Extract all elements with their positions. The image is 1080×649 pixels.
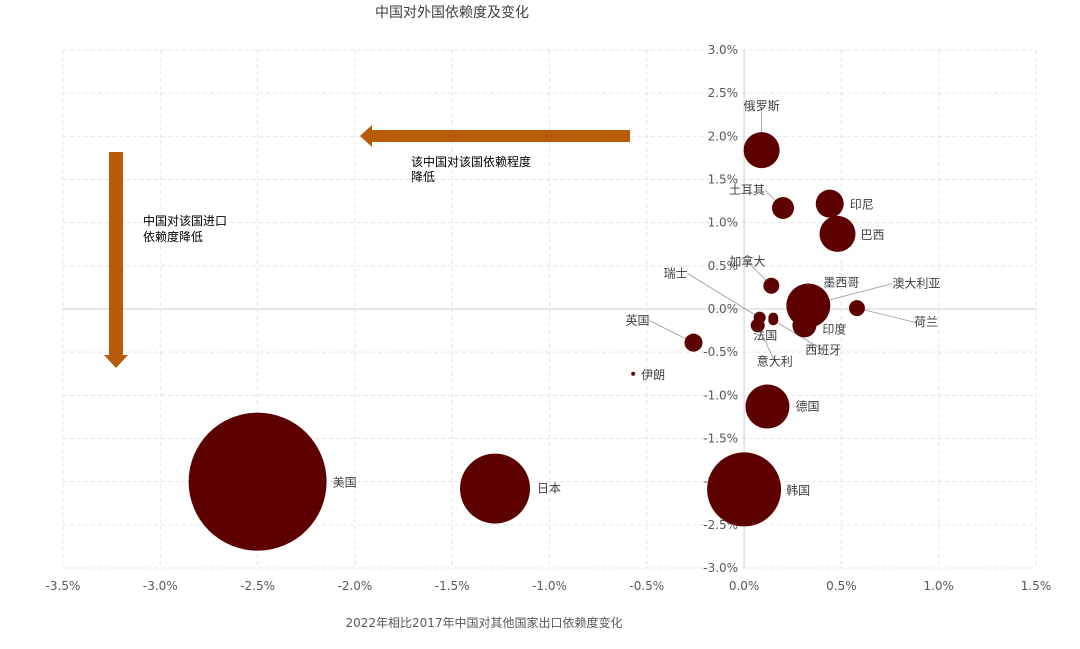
bubble-label: 美国 bbox=[333, 476, 357, 490]
y-tick-label: -0.5% bbox=[703, 345, 738, 359]
bubble-label: 俄罗斯 bbox=[744, 99, 780, 113]
x-tick-label: 1.0% bbox=[923, 579, 954, 593]
x-tick-label: 0.0% bbox=[729, 579, 760, 593]
bubble bbox=[707, 452, 782, 527]
bubble-label: 加拿大 bbox=[729, 254, 765, 269]
y-tick-label: -3.0% bbox=[703, 561, 738, 575]
bubble bbox=[848, 300, 865, 317]
bubble bbox=[815, 189, 844, 218]
leader-line bbox=[687, 273, 760, 318]
bubble bbox=[768, 315, 779, 326]
bubble-label: 伊朗 bbox=[641, 368, 665, 382]
down-arrow-head bbox=[104, 355, 128, 368]
x-tick-label: -1.5% bbox=[435, 579, 470, 593]
bubble-label: 澳大利亚 bbox=[892, 277, 940, 291]
y-tick-label: 3.0% bbox=[708, 43, 739, 57]
bubble-label: 德国 bbox=[795, 399, 819, 414]
bubble bbox=[772, 196, 795, 219]
bubble-label: 韩国 bbox=[786, 482, 810, 497]
x-tick-label: -2.0% bbox=[337, 579, 372, 593]
leader-line bbox=[856, 307, 915, 323]
x-tick-label: 0.5% bbox=[826, 579, 857, 593]
left-arrow-head bbox=[360, 125, 372, 147]
y-tick-label: 0.5% bbox=[708, 259, 739, 273]
bubble bbox=[753, 311, 766, 324]
bubble-label: 法国 bbox=[753, 329, 777, 343]
bubble-label: 意大利 bbox=[757, 353, 793, 368]
bubble bbox=[792, 313, 817, 338]
x-tick-label: -2.5% bbox=[240, 579, 275, 593]
bubble-label: 瑞士 bbox=[664, 267, 688, 281]
left-arrow-shaft bbox=[370, 130, 630, 142]
left-arrow-text-1: 该中国对该国依赖程度 bbox=[411, 154, 531, 169]
bubble-label: 西班牙 bbox=[805, 343, 841, 357]
down-arrow-text-2: 依赖度降低 bbox=[143, 229, 203, 244]
x-tick-label: -0.5% bbox=[629, 579, 664, 593]
chart-title: 中国对外国依赖度及变化 bbox=[375, 5, 529, 21]
bubble bbox=[745, 384, 790, 429]
bubble-label: 印度 bbox=[822, 321, 846, 336]
y-tick-label: 1.0% bbox=[708, 216, 739, 230]
x-tick-label: 1.5% bbox=[1021, 579, 1052, 593]
x-tick-label: -1.0% bbox=[532, 579, 567, 593]
y-tick-label: 0.0% bbox=[708, 302, 739, 316]
x-tick-labels: -3.5% -3.0% -2.5% -2.0% -1.5% -1.0% -0.5% 0.0% 0… bbox=[46, 579, 1052, 593]
down-arrow-text-1: 中国对该国进口 bbox=[143, 213, 227, 228]
y-tick-labels: 3.0% 2.5% 2.0% 1.5% 1.0% 0.5% 0.0% -0.5% -1.0% -1… bbox=[703, 43, 738, 575]
bubble bbox=[801, 301, 812, 312]
bubble bbox=[743, 132, 780, 169]
bubble bbox=[763, 277, 780, 294]
bubble bbox=[188, 412, 327, 551]
bubble bbox=[631, 371, 636, 376]
left-arrow-text-2: 降低 bbox=[411, 170, 435, 184]
bubble-label: 英国 bbox=[625, 314, 649, 328]
left-arrow-annotation: 该中国对该国依赖程度 降低 bbox=[360, 125, 630, 184]
y-tick-label: 2.0% bbox=[708, 129, 739, 143]
bubble-label: 印尼 bbox=[850, 198, 874, 212]
y-tick-label: -1.5% bbox=[703, 432, 738, 446]
bubble bbox=[684, 333, 703, 352]
bubble-label: 墨西哥 bbox=[823, 275, 859, 289]
bubble-label: 土耳其 bbox=[729, 183, 765, 197]
y-tick-label: 1.5% bbox=[708, 173, 739, 187]
bubble-label: 日本 bbox=[537, 482, 561, 496]
y-tick-label: -1.0% bbox=[703, 388, 738, 402]
down-arrow-shaft bbox=[109, 152, 123, 356]
x-tick-label: -3.5% bbox=[46, 579, 81, 593]
bubbles bbox=[188, 132, 865, 551]
x-tick-label: -3.0% bbox=[143, 579, 178, 593]
bubble bbox=[819, 215, 856, 252]
y-tick-label: 2.5% bbox=[708, 86, 739, 100]
bubble-label: 荷兰 bbox=[914, 315, 938, 329]
bubble-label: 巴西 bbox=[861, 228, 885, 242]
down-arrow-annotation: 中国对该国进口 依赖度降低 bbox=[104, 152, 227, 368]
x-axis-title: 2022年相比2017年中国对其他国家出口依赖度变化 bbox=[345, 615, 622, 630]
bubble bbox=[460, 453, 531, 524]
